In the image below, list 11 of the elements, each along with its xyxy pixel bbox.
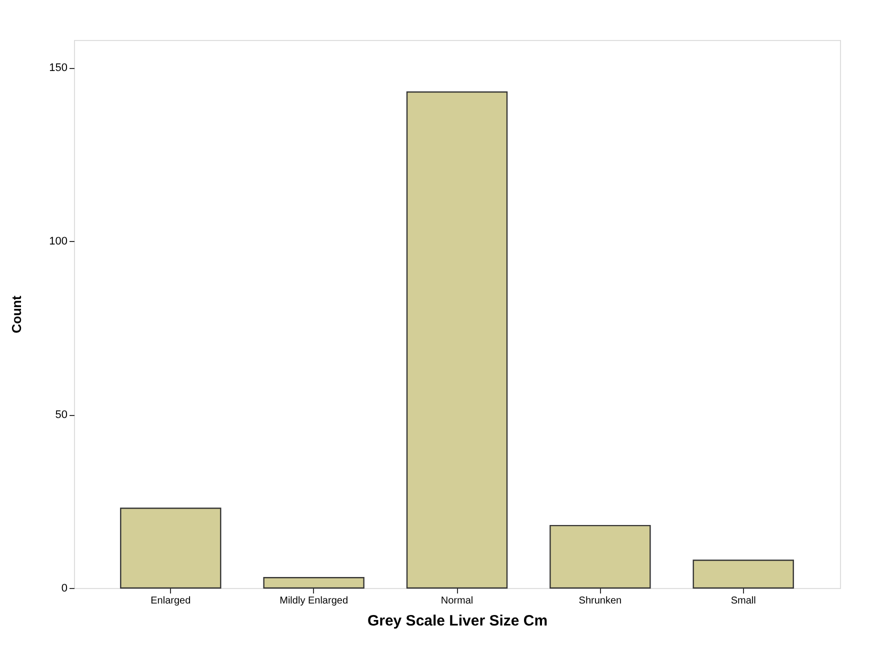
y-tick-label: 50 [55, 409, 68, 422]
x-tick-label: Mildly Enlarged [280, 596, 348, 606]
y-tick-label: 100 [49, 236, 68, 248]
x-tick-label: Small [730, 596, 756, 606]
x-tick-label: Enlarged [150, 596, 191, 606]
x-tick-label: Shrunken [578, 596, 622, 606]
y-tick-label: 0 [61, 582, 68, 594]
y-axis-title: Count [9, 295, 24, 334]
x-tick-label: Normal [440, 596, 474, 606]
y-tick-label: 150 [49, 62, 68, 74]
x-axis-title: Grey Scale Liver Size Cm [367, 612, 548, 630]
